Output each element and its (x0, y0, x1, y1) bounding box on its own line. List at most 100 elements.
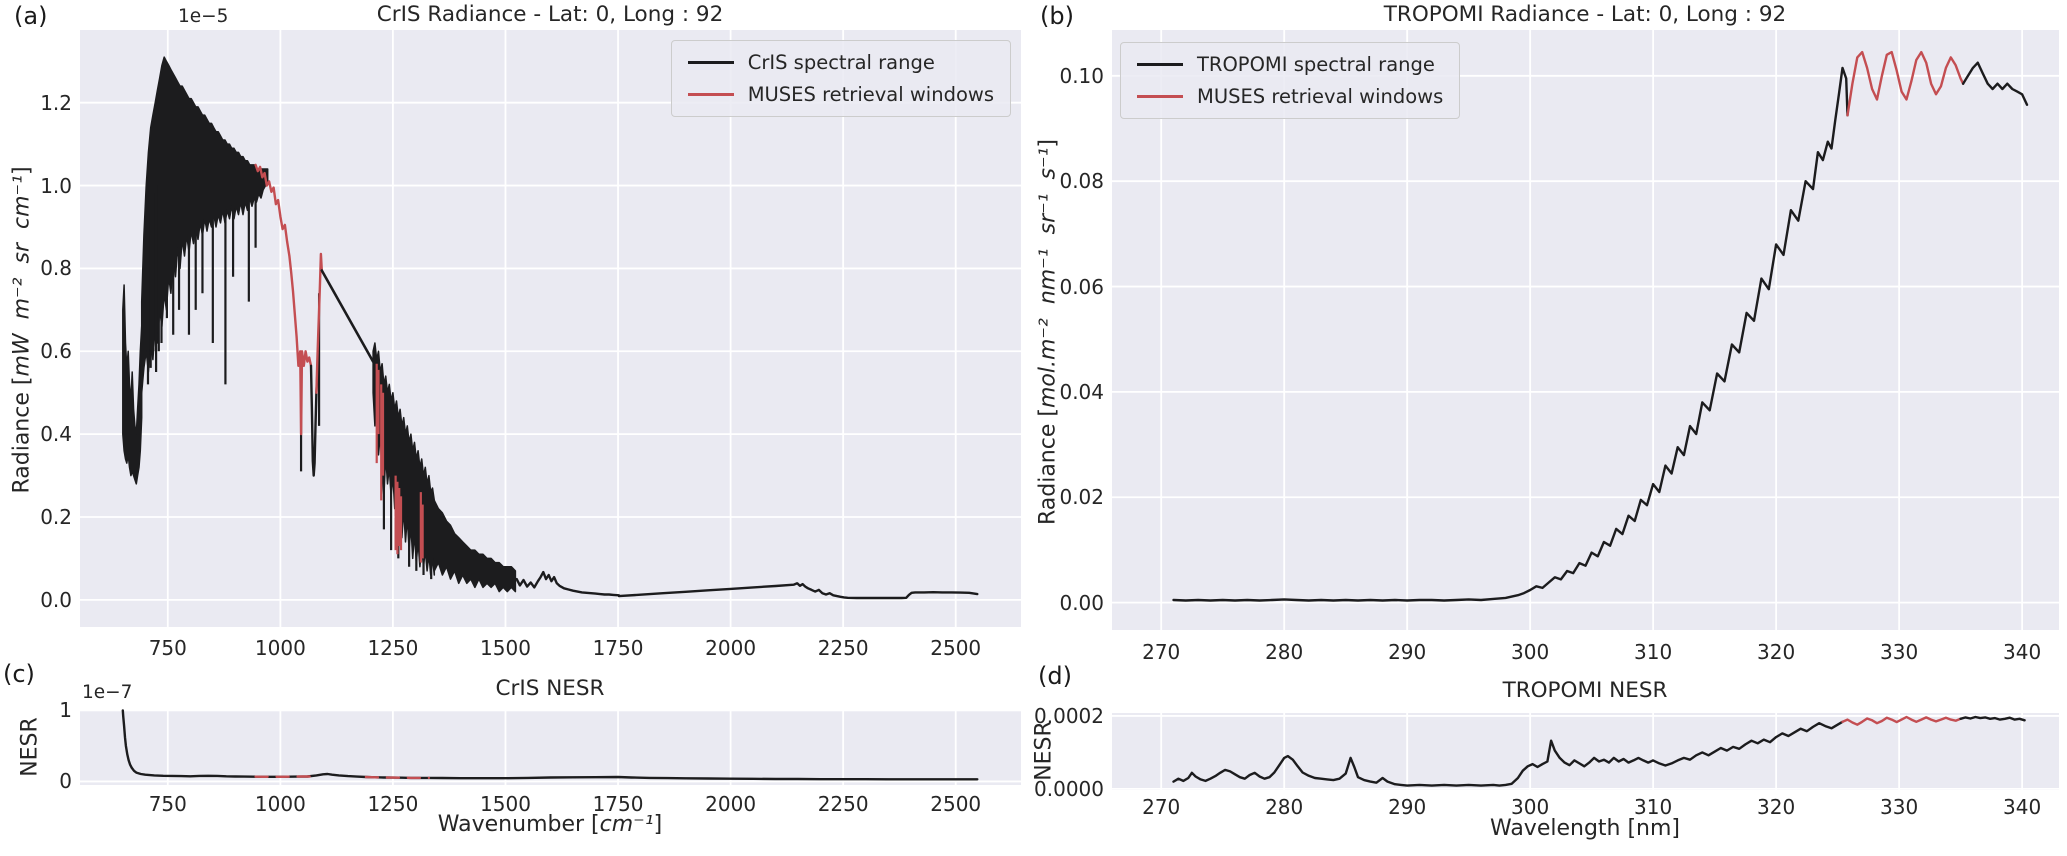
muses-window-1 (254, 163, 313, 436)
tropomi-nesr (1172, 720, 1844, 787)
legend-line-sample-icon (687, 61, 734, 64)
y-tick-label: 0 (59, 769, 72, 794)
panel-b-ylabel-post: ] (1035, 138, 1061, 148)
cris-band-decay (433, 499, 517, 593)
x-tick-label: 280 (1265, 795, 1304, 819)
panel-c-xlabel-units: cm⁻¹ (599, 812, 654, 837)
tropomi-nesr-tail (1959, 715, 2026, 722)
legend-line-sample-icon (1137, 63, 1183, 66)
legend-line-sample-icon (1137, 95, 1183, 98)
x-tick-label: 330 (1880, 795, 1919, 819)
x-tick-label: 270 (1142, 795, 1181, 819)
y-tick-label: 0.10 (1059, 63, 1104, 88)
panel-d-xlabel: Wavelength [nm] (1490, 816, 1680, 841)
y-tick-label: 0.0002 (1034, 703, 1104, 728)
x-tick-label: 2000 (705, 636, 757, 660)
panel-c-offset-text: 1e−7 (82, 682, 133, 703)
legend-b: TROPOMI spectral range MUSES retrieval wi… (1120, 42, 1461, 119)
x-tick-label: 2250 (817, 792, 869, 816)
axes-bg-b (1112, 30, 2059, 630)
panel-cris-nesr: (c) CrIS NESR 1e−7 NESR Wavenumber [cm⁻¹… (0, 660, 1030, 856)
legend-label: CrIS spectral range (747, 51, 935, 74)
x-tick-label: 750 (148, 792, 187, 816)
panel-a-label: (a) (14, 2, 48, 30)
x-tick-label: 300 (1511, 640, 1550, 664)
panel-a-offset-text: 1e−5 (178, 6, 229, 27)
y-tick-label: 0.00 (1059, 590, 1104, 615)
x-tick-label: 1750 (592, 636, 644, 660)
panel-c-title: CrIS NESR (495, 676, 605, 701)
y-tick-label: 0.2 (40, 505, 72, 529)
axes-bg-d (1112, 713, 2059, 790)
y-tick-label: 0.8 (40, 256, 72, 281)
muses-window (1846, 50, 1965, 117)
panel-d-title: TROPOMI NESR (1502, 678, 1668, 703)
axes-bg-a (80, 30, 1021, 627)
legend-entry: MUSES retrieval windows (687, 83, 994, 106)
x-tick-label: 340 (2003, 795, 2042, 819)
cris-shortwave-line (617, 582, 979, 600)
panel-c-ylabel: NESR (18, 717, 43, 777)
plot-d (1112, 713, 2059, 790)
x-tick-label: 1500 (480, 636, 531, 660)
plot-c (80, 709, 1021, 785)
x-tick-label: 1500 (480, 792, 531, 816)
cris-nesr (121, 709, 979, 781)
legend-a: CrIS spectral range MUSES retrieval windo… (670, 40, 1011, 117)
panel-a-title: CrIS Radiance - Lat: 0, Long : 92 (376, 2, 724, 27)
x-tick-label: 280 (1265, 640, 1304, 664)
panel-b-label: (b) (1040, 2, 1074, 30)
panel-d-ylabel-text: NESR (1031, 721, 1057, 781)
cris-bridge-line (320, 269, 375, 363)
x-tick-label: 2500 (930, 792, 982, 816)
x-tick-label: 310 (1634, 795, 1673, 819)
x-tick-label: 1750 (592, 792, 644, 816)
x-tick-label: 1000 (254, 636, 306, 660)
panel-tropomi-nesr: (d) TROPOMI NESR NESR Wavelength [nm] 27… (1030, 660, 2067, 856)
plot-b (1112, 30, 2059, 630)
y-tick-label: 1.2 (40, 90, 72, 115)
y-tick-label: 0.06 (1059, 274, 1104, 299)
y-tick-label: 0.0000 (1034, 776, 1104, 801)
x-tick-label: 2500 (930, 636, 982, 660)
cris-tail (515, 570, 621, 597)
x-tick-label: 340 (2003, 640, 2042, 664)
panel-d-label: (d) (1038, 662, 1072, 690)
y-tick-label: 0.04 (1059, 379, 1104, 404)
legend-entry: TROPOMI spectral range (1137, 53, 1443, 76)
panel-d-xlabel-text: Wavelength [nm] (1489, 816, 1681, 841)
x-tick-label: 290 (1388, 795, 1427, 819)
legend-entry: CrIS spectral range (687, 51, 994, 74)
panel-tropomi-radiance: (b) TROPOMI Radiance - Lat: 0, Long : 92… (1030, 0, 2067, 664)
y-tick-label: 1.0 (40, 173, 72, 198)
plot-a (80, 30, 1021, 627)
y-tick-label: 0.02 (1059, 485, 1104, 510)
panel-d-ylabel: NESR (1032, 721, 1057, 781)
panel-c-xlabel-post: ] (653, 812, 663, 837)
x-tick-label: 2250 (817, 636, 869, 660)
legend-label: MUSES retrieval windows (1197, 85, 1444, 108)
panel-cris-radiance: (a) CrIS Radiance - Lat: 0, Long : 92 1e… (0, 0, 1030, 660)
legend-label: TROPOMI spectral range (1197, 53, 1435, 76)
cris-notch (309, 364, 319, 477)
x-tick-label: 310 (1634, 640, 1673, 664)
x-tick-label: 320 (1757, 795, 1796, 819)
x-tick-label: 1250 (367, 792, 419, 816)
y-tick-label: 0.08 (1059, 169, 1104, 194)
legend-entry: MUSES retrieval windows (1137, 85, 1443, 108)
axes-bg-c (80, 710, 1021, 785)
muses-nesr-window (1841, 715, 1962, 726)
x-tick-label: 320 (1757, 640, 1796, 664)
panel-c-xlabel-pre: Wavenumber [ (437, 812, 600, 837)
panel-b-ylabel: Radiance [mol.m⁻² nm⁻¹ sr⁻¹ s⁻¹] (1036, 139, 1061, 525)
cris-band-mid (372, 342, 436, 576)
legend-line-sample-icon (687, 93, 734, 96)
x-tick-label: 330 (1880, 640, 1919, 664)
y-tick-label: 0.4 (40, 422, 72, 447)
x-tick-label: 1000 (254, 792, 306, 816)
panel-c-ylabel-text: NESR (17, 717, 43, 777)
y-tick-label: 0.0 (40, 587, 72, 612)
panel-b-title: TROPOMI Radiance - Lat: 0, Long : 92 (1383, 2, 1787, 27)
x-tick-label: 270 (1142, 640, 1181, 664)
